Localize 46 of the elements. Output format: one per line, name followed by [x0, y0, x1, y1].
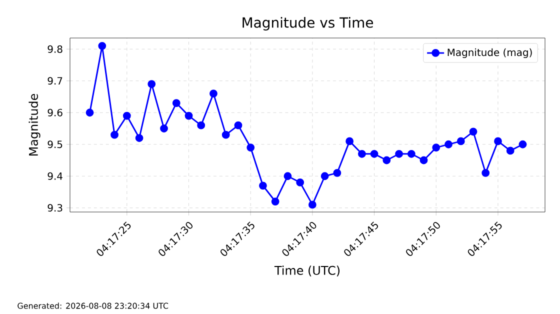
- point: [197, 121, 206, 130]
- chart-title: Magnitude vs Time: [242, 17, 374, 31]
- point: [506, 146, 514, 155]
- point: [382, 156, 391, 164]
- point: [494, 137, 502, 146]
- y-tick-label: 9.7: [48, 77, 62, 85]
- point: [172, 99, 180, 108]
- point: [246, 144, 255, 152]
- point: [358, 150, 366, 158]
- point: [148, 80, 156, 88]
- x-axis-title: Time (UTC): [274, 266, 340, 276]
- y-tick-label: 9.8: [48, 45, 62, 53]
- point: [395, 150, 403, 158]
- point: [284, 172, 292, 180]
- point: [482, 168, 490, 177]
- point: [259, 182, 267, 190]
- point: [518, 140, 527, 148]
- point: [184, 112, 193, 120]
- point: [346, 137, 354, 146]
- point: [234, 121, 242, 130]
- point: [296, 178, 304, 186]
- point: [122, 112, 131, 120]
- y-axis-title: Magnitude: [28, 94, 40, 156]
- y-tick-label: 9.3: [48, 204, 62, 212]
- legend-label: Magnitude (mag): [448, 48, 532, 58]
- y-tick-label: 9.5: [48, 140, 62, 148]
- point: [370, 150, 378, 158]
- point: [210, 90, 218, 98]
- y-tick-label: 9.4: [48, 172, 62, 180]
- point: [444, 140, 452, 148]
- point: [469, 128, 478, 136]
- point: [222, 130, 230, 139]
- point: [320, 172, 329, 180]
- point: [407, 150, 416, 158]
- y-tick-label: 9.6: [48, 108, 62, 116]
- point: [271, 198, 280, 206]
- point: [432, 144, 440, 152]
- point: [86, 108, 94, 117]
- point: [333, 168, 342, 177]
- point: [420, 156, 428, 164]
- point: [160, 124, 168, 132]
- point: [456, 137, 465, 146]
- point: [135, 134, 144, 142]
- point: [110, 130, 118, 139]
- point: [308, 200, 316, 209]
- point: [98, 42, 106, 50]
